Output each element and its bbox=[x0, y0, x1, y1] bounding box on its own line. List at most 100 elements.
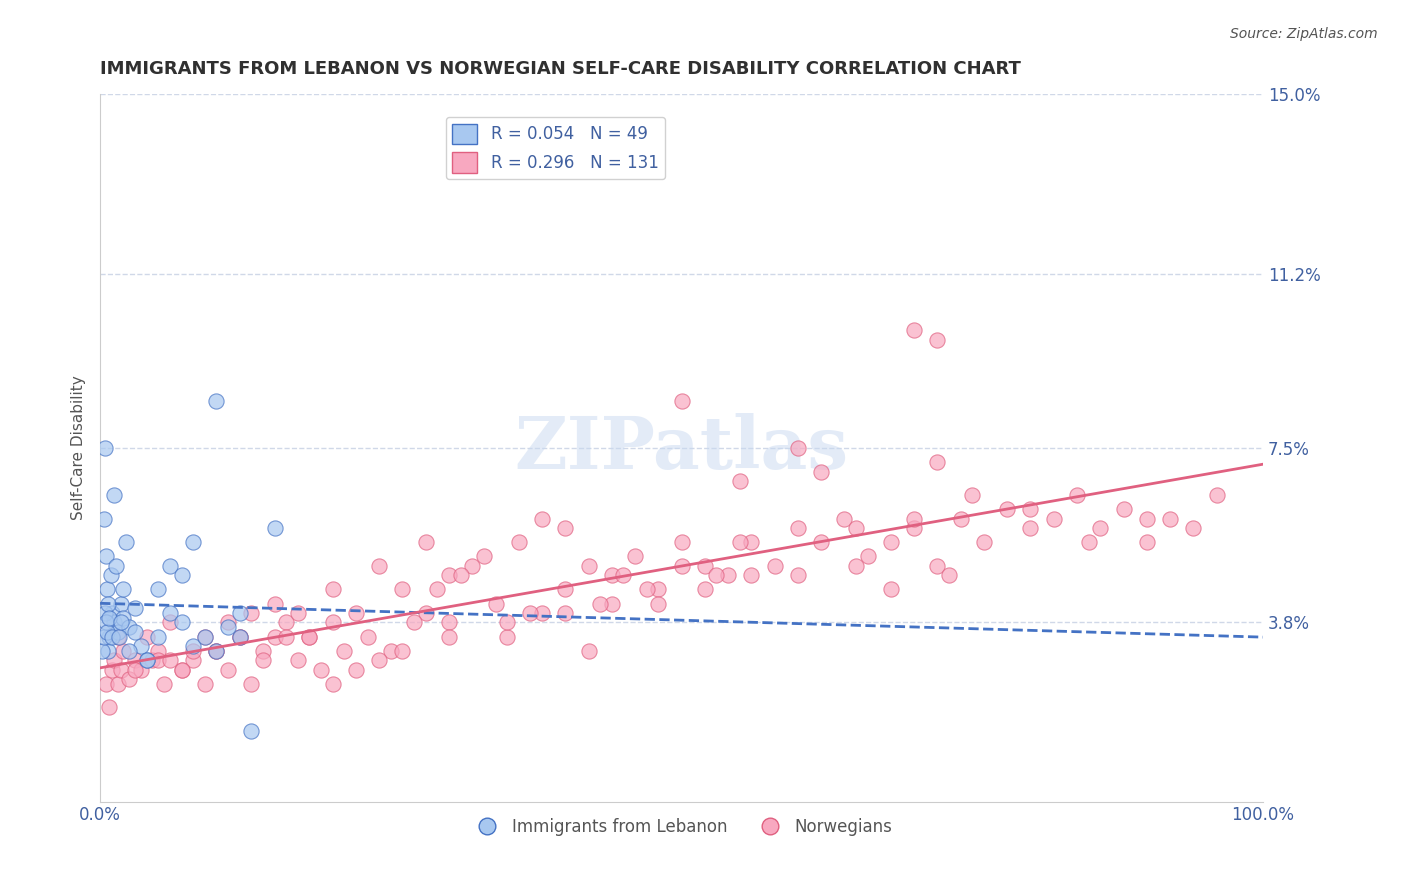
Point bbox=[170, 663, 193, 677]
Point bbox=[415, 606, 437, 620]
Point bbox=[728, 535, 751, 549]
Point bbox=[391, 644, 413, 658]
Point bbox=[927, 333, 949, 347]
Point bbox=[554, 606, 576, 620]
Point bbox=[107, 630, 129, 644]
Point bbox=[148, 582, 170, 597]
Point bbox=[1182, 521, 1205, 535]
Point bbox=[415, 535, 437, 549]
Point bbox=[578, 558, 600, 573]
Point bbox=[903, 521, 925, 535]
Point bbox=[118, 644, 141, 658]
Point bbox=[834, 512, 856, 526]
Text: Source: ZipAtlas.com: Source: ZipAtlas.com bbox=[1230, 27, 1378, 41]
Point bbox=[205, 644, 228, 658]
Point bbox=[124, 601, 146, 615]
Point bbox=[810, 465, 832, 479]
Point bbox=[496, 630, 519, 644]
Point bbox=[205, 644, 228, 658]
Point bbox=[94, 606, 117, 620]
Point bbox=[693, 558, 716, 573]
Point bbox=[740, 568, 762, 582]
Point bbox=[228, 606, 250, 620]
Point bbox=[240, 676, 263, 690]
Point bbox=[1019, 502, 1042, 516]
Point bbox=[194, 630, 217, 644]
Point bbox=[740, 535, 762, 549]
Point bbox=[124, 653, 146, 667]
Point bbox=[135, 653, 157, 667]
Point bbox=[240, 606, 263, 620]
Point bbox=[110, 663, 132, 677]
Point bbox=[96, 582, 118, 597]
Point bbox=[1159, 512, 1181, 526]
Point bbox=[112, 582, 135, 597]
Point bbox=[194, 676, 217, 690]
Point bbox=[228, 630, 250, 644]
Point bbox=[93, 512, 115, 526]
Point bbox=[1205, 488, 1227, 502]
Point bbox=[181, 653, 204, 667]
Point bbox=[880, 535, 903, 549]
Point bbox=[671, 535, 693, 549]
Point bbox=[472, 549, 495, 564]
Point bbox=[181, 639, 204, 653]
Point bbox=[103, 488, 125, 502]
Point bbox=[100, 606, 122, 620]
Point bbox=[263, 521, 285, 535]
Point bbox=[496, 615, 519, 630]
Point bbox=[927, 558, 949, 573]
Point bbox=[103, 653, 125, 667]
Point bbox=[845, 521, 868, 535]
Point bbox=[426, 582, 449, 597]
Point bbox=[356, 630, 378, 644]
Point bbox=[589, 597, 612, 611]
Point bbox=[368, 558, 391, 573]
Point bbox=[110, 597, 132, 611]
Text: ZIPatlas: ZIPatlas bbox=[515, 412, 849, 483]
Point bbox=[1136, 535, 1159, 549]
Point bbox=[578, 644, 600, 658]
Point bbox=[94, 676, 117, 690]
Point bbox=[1042, 512, 1064, 526]
Point bbox=[100, 568, 122, 582]
Point bbox=[205, 393, 228, 408]
Point bbox=[693, 582, 716, 597]
Point bbox=[100, 663, 122, 677]
Point bbox=[93, 630, 115, 644]
Point bbox=[240, 723, 263, 738]
Point bbox=[786, 441, 808, 455]
Point bbox=[786, 568, 808, 582]
Point bbox=[170, 663, 193, 677]
Point bbox=[810, 535, 832, 549]
Point bbox=[135, 630, 157, 644]
Point bbox=[554, 582, 576, 597]
Point bbox=[148, 644, 170, 658]
Point bbox=[129, 639, 152, 653]
Point bbox=[1090, 521, 1112, 535]
Point bbox=[309, 663, 332, 677]
Point bbox=[107, 624, 129, 639]
Point bbox=[450, 568, 472, 582]
Point bbox=[484, 597, 506, 611]
Point bbox=[263, 630, 285, 644]
Point bbox=[107, 676, 129, 690]
Point bbox=[124, 663, 146, 677]
Point bbox=[880, 582, 903, 597]
Point bbox=[1019, 521, 1042, 535]
Point bbox=[118, 620, 141, 634]
Point bbox=[124, 624, 146, 639]
Point bbox=[508, 535, 530, 549]
Point bbox=[100, 630, 122, 644]
Point bbox=[148, 630, 170, 644]
Point bbox=[322, 615, 344, 630]
Point bbox=[298, 630, 321, 644]
Point bbox=[763, 558, 786, 573]
Point bbox=[228, 630, 250, 644]
Point bbox=[287, 653, 309, 667]
Legend: Immigrants from Lebanon, Norwegians: Immigrants from Lebanon, Norwegians bbox=[464, 812, 898, 843]
Point bbox=[263, 597, 285, 611]
Point bbox=[949, 512, 972, 526]
Point bbox=[112, 644, 135, 658]
Point bbox=[91, 644, 114, 658]
